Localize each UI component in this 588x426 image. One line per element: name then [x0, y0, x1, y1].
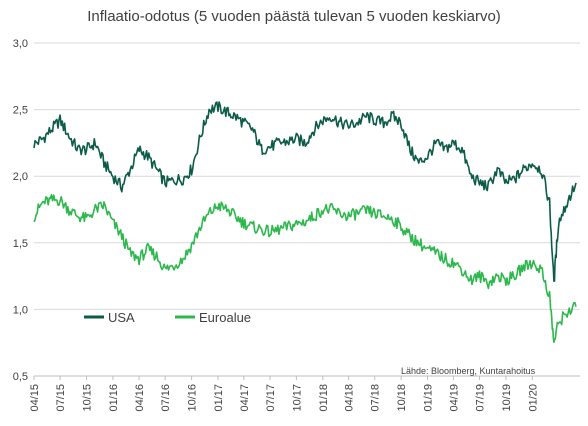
x-tick-label: 01/17	[213, 384, 225, 412]
x-tick-label: 01/19	[423, 384, 435, 412]
x-tick-label: 10/18	[396, 384, 408, 412]
y-tick-label: 2,5	[13, 105, 28, 117]
x-tick-label: 01/18	[318, 384, 330, 412]
y-tick-label: 1,0	[13, 304, 28, 316]
y-tick-label: 1,5	[13, 238, 28, 250]
y-tick-label: 2,0	[13, 171, 28, 183]
x-tick-label: 07/17	[265, 384, 277, 412]
x-tick-label: 04/19	[448, 384, 460, 412]
x-tick-label: 01/20	[527, 384, 539, 412]
series-line-usa	[33, 101, 577, 283]
x-tick-label: 10/19	[501, 384, 513, 412]
chart-title: Inflaatio-odotus (5 vuoden päästä tuleva…	[87, 8, 501, 25]
gridlines	[34, 42, 580, 310]
x-tick-label: 04/15	[29, 384, 41, 412]
x-tick-label: 07/15	[55, 384, 67, 412]
x-tick-label: 04/16	[134, 384, 146, 412]
x-tick-label: 10/17	[291, 384, 303, 412]
legend: USA Euroalue	[84, 310, 251, 325]
x-tick-label: 07/19	[475, 384, 487, 412]
legend-label-euroalue: Euroalue	[199, 310, 251, 325]
legend-label-usa: USA	[108, 310, 135, 325]
source-note: Lähde: Bloomberg, Kuntarahoitus	[401, 366, 536, 376]
x-tick-label: 04/18	[344, 384, 356, 412]
x-tick-label: 01/16	[108, 384, 120, 412]
y-tick-label: 0,5	[13, 371, 28, 383]
x-tick-label: 10/15	[82, 384, 94, 412]
x-tick-label: 07/16	[160, 384, 172, 412]
x-tick-label: 10/16	[187, 384, 199, 412]
y-tick-label: 3,0	[13, 38, 28, 50]
series-line-euroalue	[33, 193, 577, 344]
axes: 0,5 1,0 1,5 2,0 2,5 3,0 04/15 07/15 10/15 01/16 04…	[13, 38, 580, 412]
x-tick-label: 04/17	[239, 384, 251, 412]
series-lines	[33, 101, 577, 344]
x-tick-label: 07/18	[370, 384, 382, 412]
